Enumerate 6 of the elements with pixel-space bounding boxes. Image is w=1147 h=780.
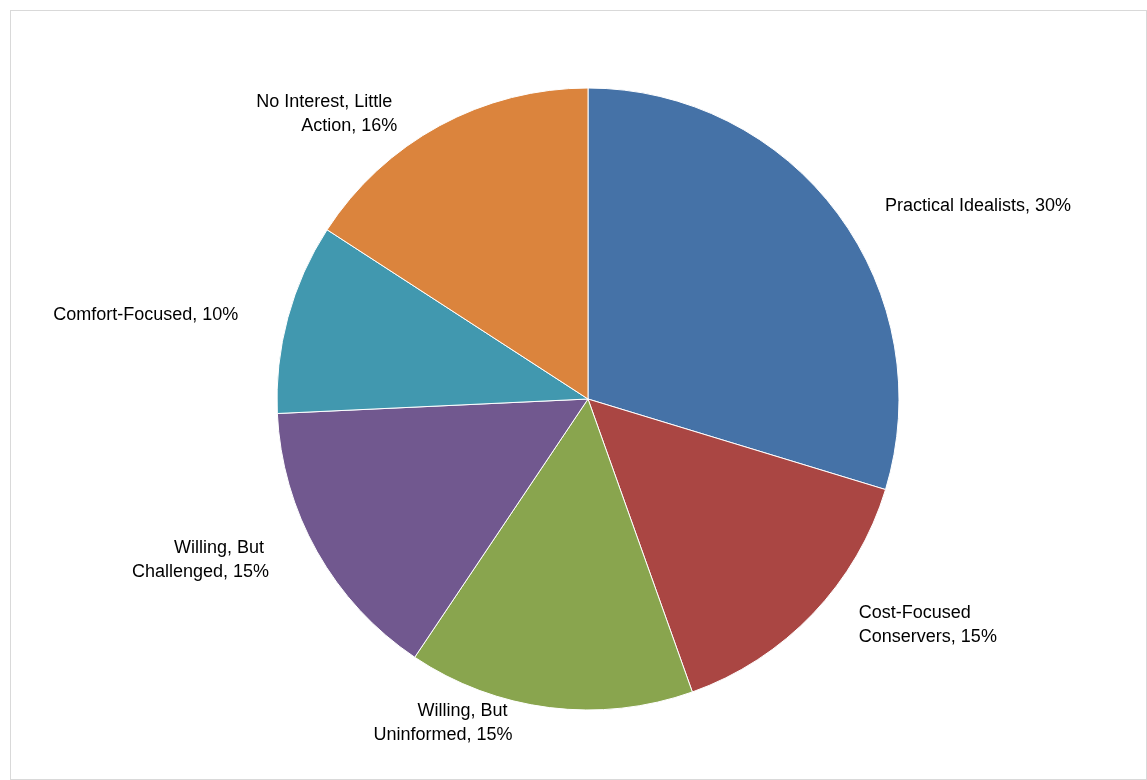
slice-label: Willing, But Challenged, 15%: [131, 537, 269, 582]
slice-label: No Interest, Little Action, 16%: [256, 90, 398, 135]
slice-label: Willing, But Uninformed, 15%: [373, 700, 513, 745]
slice-label: Cost-Focused Conservers, 15%: [858, 602, 997, 647]
slice-label: Practical Idealists, 30%: [884, 194, 1072, 215]
slice-label: Comfort-Focused, 10%: [53, 303, 239, 324]
